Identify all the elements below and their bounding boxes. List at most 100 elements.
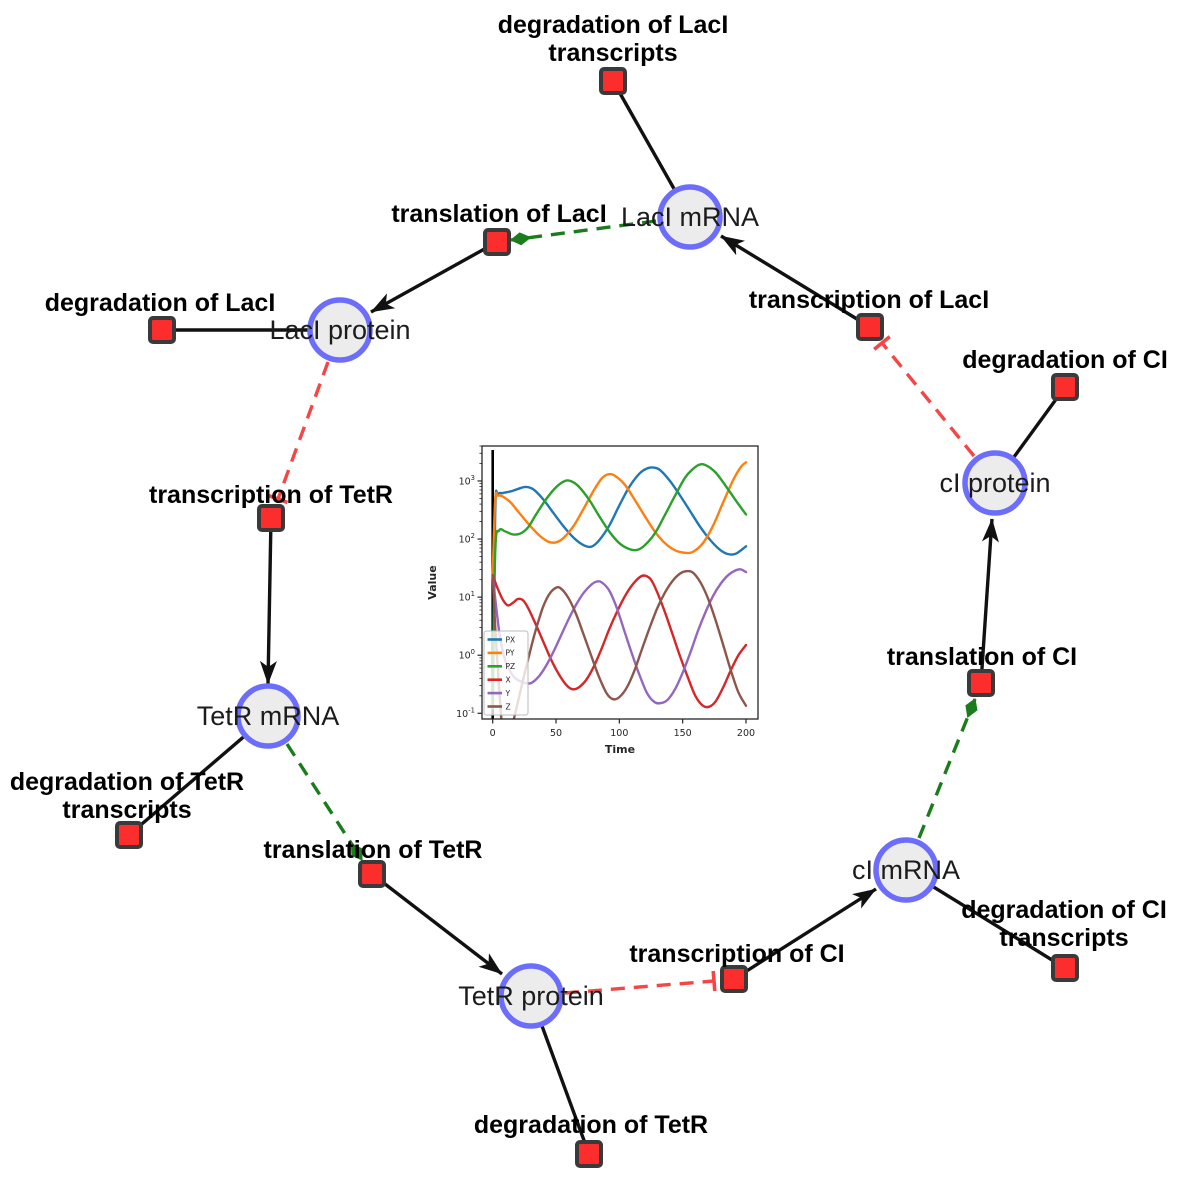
chart-text: 0 [490,728,496,739]
reaction-degradation-of-laci: degradation of LacI [45,289,276,344]
reaction-layer: degradation of LacI transcripts translati… [10,11,1168,1168]
svg-text:transcription of LacI: transcription of LacI [749,286,989,314]
chart-text: Time [605,743,635,756]
chart-text: PY [506,649,515,658]
edge-laci-mrna-modifies-translation-of-laci [510,219,657,246]
svg-text:degradation of TetR: degradation of TetR [474,1111,708,1139]
svg-text:transcription of CI: transcription of CI [629,940,844,968]
chart-text: Y [505,689,511,698]
chart-text: Value [426,565,439,599]
svg-text:LacI mRNA: LacI mRNA [621,202,759,232]
svg-text:transcription of TetR: transcription of TetR [149,481,393,509]
chart-text: 10-1 [456,706,475,720]
chart-text: Z [506,702,511,711]
reaction-square[interactable] [967,669,995,697]
edge-transcription-of-laci-to-laci-mrna [720,234,871,329]
reaction-transcription-of-laci: transcription of LacI [749,286,989,341]
svg-text:TetR mRNA: TetR mRNA [197,701,340,731]
chart-text: 103 [459,474,475,488]
reaction-square[interactable] [483,228,511,256]
chart-tspan: 0 [471,648,475,656]
species-ci-protein: cI protein [939,450,1051,516]
edge-laci-protein-inhibits-transcription-of-tetr [267,361,330,505]
species-circle[interactable] [235,683,301,749]
chart-tspan: 2 [471,532,475,540]
reaction-degradation-of-laci-transcripts: degradation of LacI transcripts [498,11,729,95]
reaction-square[interactable] [856,313,884,341]
edge-translation-of-tetr-to-tetr-protein [370,872,504,976]
species-laci-mrna: LacI mRNA [621,184,759,250]
species-laci-protein: LacI protein [269,297,411,363]
species-circle[interactable] [498,963,564,1029]
species-ci-mrna: cI mRNA [852,837,960,903]
edge-tetr-mrna-modifies-translation-of-tetr [285,743,364,861]
species-circle[interactable] [873,837,939,903]
reaction-degradation-of-tetr: degradation of TetR [474,1111,708,1168]
edge-translation-of-ci-to-ci-protein [979,518,999,684]
chart-path [491,461,748,576]
chart-text: 102 [459,532,475,546]
chart-path [491,573,748,709]
chart-text: PX [506,635,516,644]
edge-layer [127,80,1067,1155]
edge-ci-protein-inhibits-transcription-of-laci [873,335,976,458]
reaction-square[interactable] [115,821,143,849]
species-layer: LacI mRNA LacI protein TetR mRNA TetR pr… [197,184,1051,1029]
species-circle[interactable] [657,184,723,250]
chart-text: X [506,676,511,685]
svg-text:degradation of LacI: degradation of LacI [45,289,276,317]
chart-text: 200 [737,728,755,739]
chart-tspan: 1 [471,590,475,598]
reaction-square[interactable] [148,316,176,344]
reaction-square[interactable] [1051,954,1079,982]
embedded-timeseries-chart: 0 50 100 150 20010310210110010-1TimeValuePXP… [426,445,759,756]
svg-text:LacI protein: LacI protein [269,315,410,345]
species-circle[interactable] [962,450,1028,516]
reaction-degradation-of-tetr-transcripts: degradation of TetR transcripts [10,768,244,849]
svg-text:translation of LacI: translation of LacI [391,200,606,228]
chart-path [491,466,748,710]
reaction-translation-of-ci: translation of CI [887,643,1077,697]
svg-text:cI mRNA: cI mRNA [852,855,960,885]
chart-rect [481,445,759,720]
chart-text: 101 [459,590,475,604]
species-tetr-mrna: TetR mRNA [197,683,340,749]
chart-tspan: 3 [471,474,475,482]
chart-text: 100 [459,648,475,662]
reaction-square[interactable] [575,1140,603,1168]
edge-translation-of-laci-to-laci-protein [370,240,498,314]
species-circle[interactable] [307,297,373,363]
edge-transcription-of-tetr-to-tetr-mrna [259,517,277,685]
chart-text: PZ [506,662,516,671]
reaction-translation-of-laci: translation of LacI [391,200,607,256]
chart-text: 50 [550,728,562,739]
reaction-square[interactable] [720,965,748,993]
svg-text:translation of CI: translation of CI [887,643,1077,671]
chart-path [491,462,748,710]
svg-text:cI protein: cI protein [939,468,1050,498]
reaction-square[interactable] [257,504,285,532]
chart-text: 150 [674,728,692,739]
svg-text:TetR protein: TetR protein [458,981,604,1011]
reaction-square[interactable] [1051,373,1079,401]
species-tetr-protein: TetR protein [458,963,604,1029]
edge-transcription-of-ci-to-ci-mrna [733,887,877,981]
reaction-square[interactable] [358,860,386,888]
edge-ci-mrna-modifies-translation-of-ci [917,698,978,839]
reaction-degradation-of-ci: degradation of CI [962,346,1168,401]
reaction-square[interactable] [599,67,627,95]
reaction-translation-of-tetr: translation of TetR [264,836,483,888]
reaction-degradation-of-ci-transcripts: degradation of CI transcripts [961,896,1167,982]
svg-text:translation of TetR: translation of TetR [264,836,483,864]
chart-tspan: -1 [468,706,475,714]
reaction-transcription-of-ci: transcription of CI [629,940,845,993]
chart-text: 100 [610,728,628,739]
reaction-transcription-of-tetr: transcription of TetR [149,481,393,532]
edge-tetr-protein-inhibits-transcription-of-ci [564,970,717,995]
svg-text:degradation of CI: degradation of CI [962,346,1168,374]
